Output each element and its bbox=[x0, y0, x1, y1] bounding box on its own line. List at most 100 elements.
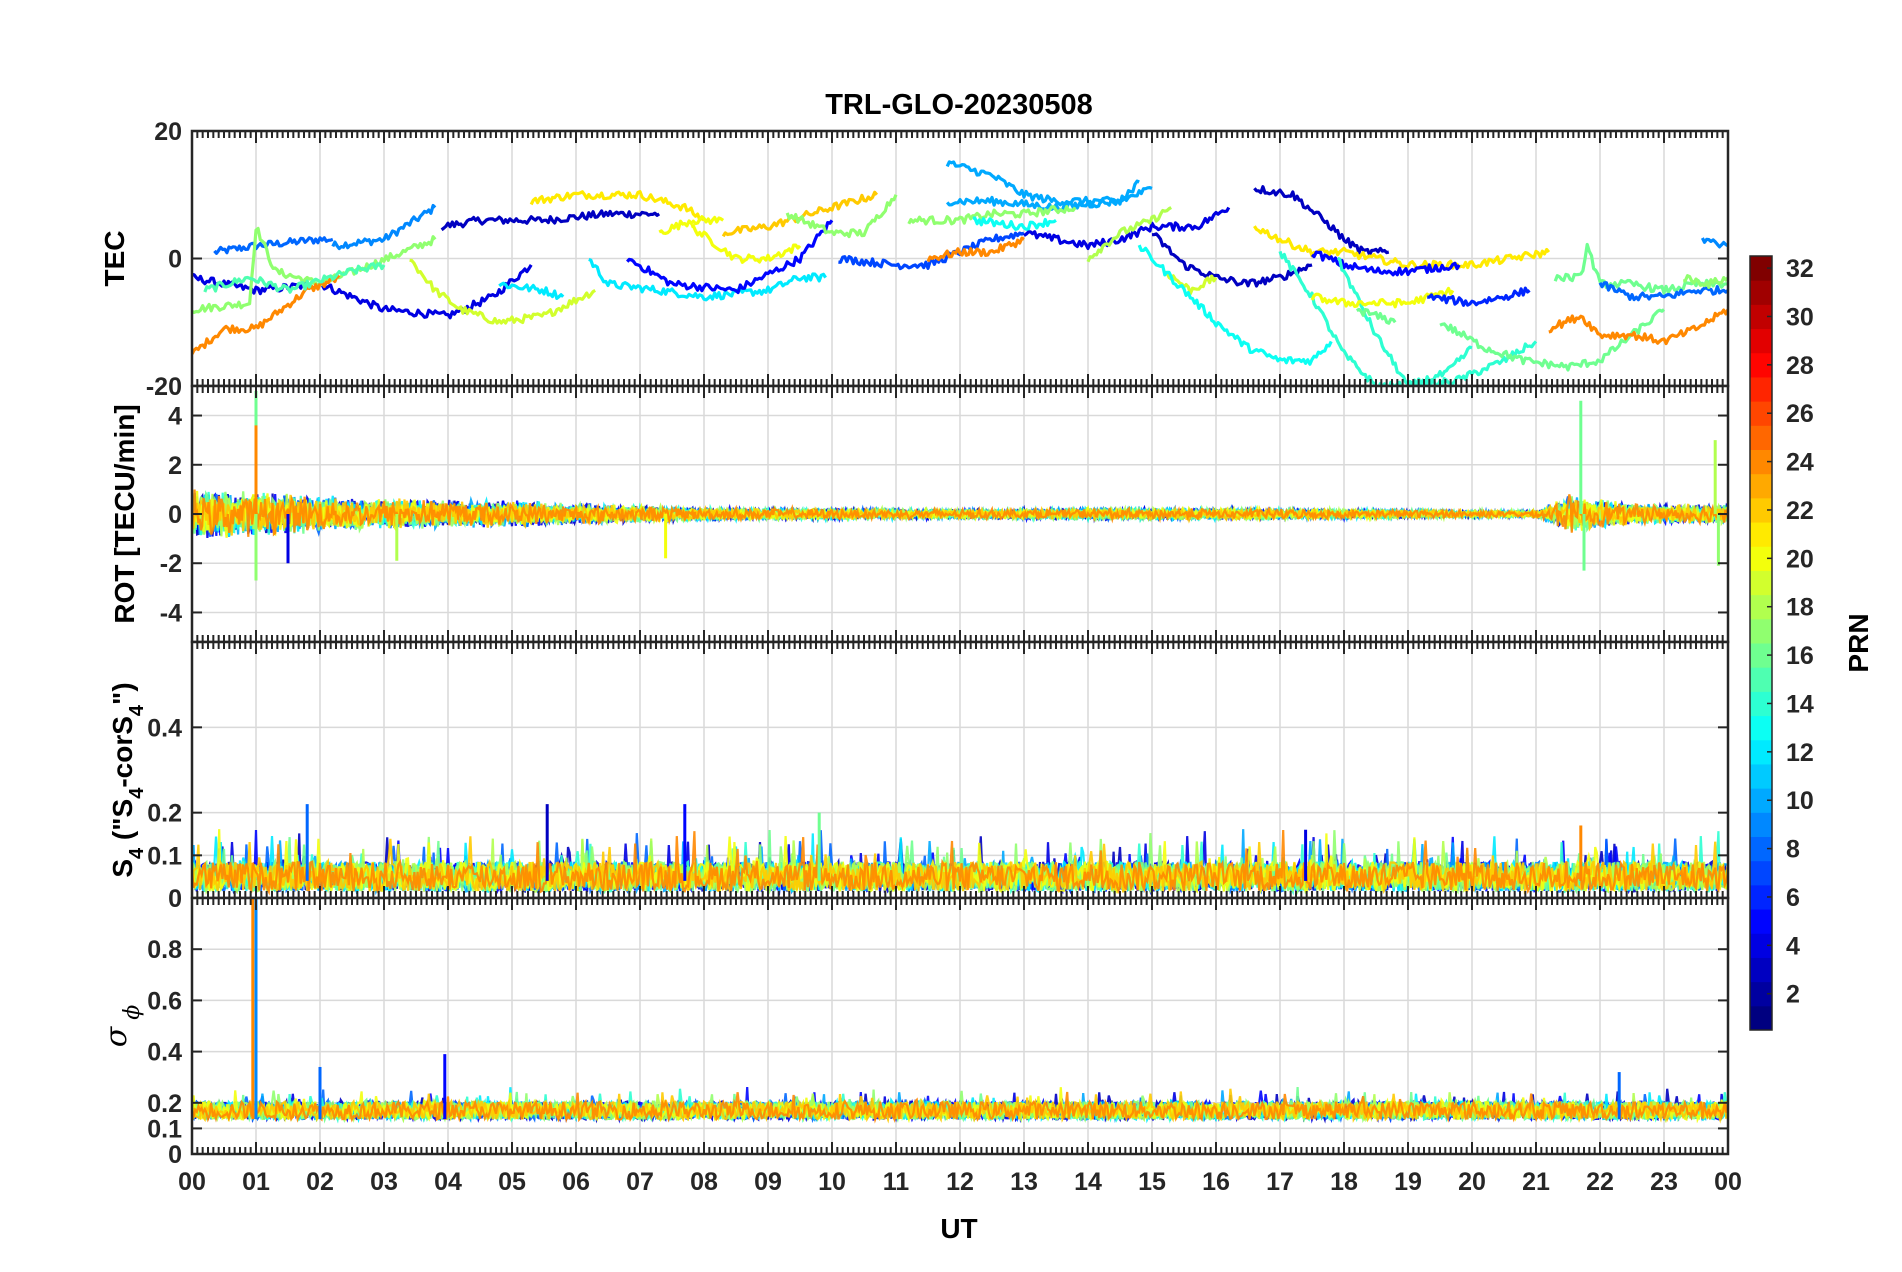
panel-sigma_phi: 00.10.2 0.4 0.6 0.8 σ ϕ 00 01 02 03 04 05 06 07 08 09 1… bbox=[99, 896, 1742, 1196]
sigma_phi-series-prn-24 bbox=[192, 1091, 1728, 1124]
colorbar-label: PRN bbox=[1843, 613, 1874, 672]
x-tick-label: 14 bbox=[1074, 1168, 1102, 1196]
colorbar-tick-label: 10 bbox=[1786, 787, 1814, 815]
x-tick-label: 00 bbox=[1714, 1168, 1742, 1196]
tec-series-prn-17 bbox=[785, 194, 898, 239]
tec-series-prn-21 bbox=[529, 190, 706, 222]
colorbar-swatch bbox=[1750, 618, 1772, 644]
colorbar-tick-label: 4 bbox=[1786, 932, 1800, 960]
tec-series-prn-18 bbox=[1086, 206, 1172, 263]
colorbar-swatch bbox=[1750, 425, 1772, 450]
colorbar-swatch bbox=[1750, 546, 1772, 571]
colorbar-frame bbox=[1749, 255, 1773, 1031]
tec-series-prn-20 bbox=[658, 215, 725, 235]
colorbar-swatch bbox=[1750, 594, 1772, 620]
label-part: σ bbox=[99, 1025, 134, 1047]
x-tick-label: 04 bbox=[434, 1168, 462, 1196]
y-tick-label: 0 bbox=[168, 246, 182, 274]
colorbar-swatch bbox=[1750, 522, 1772, 547]
colorbar-tick-label: 16 bbox=[1786, 642, 1814, 670]
tec-series-prn-8 bbox=[213, 236, 334, 255]
x-tick-label: 07 bbox=[626, 1168, 654, 1196]
colorbar-swatch bbox=[1750, 401, 1772, 426]
y-tick-label: 4 bbox=[168, 403, 182, 431]
x-tick-labels: 00 01 02 03 04 05 06 07 08 09 10 11 12 13 14 15 16 17 18 19… bbox=[178, 1168, 1742, 1196]
x-tick-label: 00 bbox=[178, 1168, 206, 1196]
label-sub: 4 bbox=[126, 847, 148, 859]
series-group bbox=[192, 390, 1728, 581]
tec-series-prn-20 bbox=[690, 224, 802, 264]
label-part: S bbox=[107, 859, 138, 878]
y-tick-label: 0.2 bbox=[147, 1090, 182, 1118]
colorbar-swatch bbox=[1750, 909, 1772, 934]
panel-rot: -4 -2 0 2 4 ROT [TECU/min] bbox=[109, 384, 1730, 644]
colorbar-tick-label: 8 bbox=[1786, 836, 1800, 864]
x-tick-label: 21 bbox=[1522, 1168, 1550, 1196]
y-ticks: -4 -2 0 2 4 bbox=[160, 403, 1728, 627]
colorbar-swatch bbox=[1750, 981, 1772, 1007]
series-group bbox=[192, 160, 1728, 386]
tec-series-prn-12 bbox=[588, 257, 827, 302]
tec-series-prn-3 bbox=[1151, 232, 1313, 288]
colorbar-swatch bbox=[1750, 739, 1772, 765]
colorbar-swatch bbox=[1750, 1005, 1772, 1031]
y-axis-label-sigma: σ ϕ bbox=[99, 1005, 145, 1047]
tec-series-prn-3 bbox=[1253, 185, 1390, 257]
tec-series-prn-17 bbox=[1683, 274, 1728, 289]
colorbar-tick-label: 22 bbox=[1786, 497, 1814, 525]
y-tick-label: 0 bbox=[168, 501, 182, 529]
y-tick-label: -4 bbox=[160, 599, 182, 627]
tec-series-prn-17 bbox=[192, 226, 437, 314]
tec-series-prn-4 bbox=[192, 264, 533, 320]
y-tick-label: -20 bbox=[146, 373, 182, 401]
colorbar-tick-label: 32 bbox=[1786, 255, 1814, 283]
y-axis-label-rot: ROT [TECU/min] bbox=[109, 404, 140, 623]
x-tick-label: 19 bbox=[1394, 1168, 1422, 1196]
x-tick-label: 15 bbox=[1138, 1168, 1166, 1196]
tec-series-prn-5 bbox=[626, 219, 834, 295]
colorbar-swatch bbox=[1750, 643, 1772, 668]
x-tick-label: 16 bbox=[1202, 1168, 1230, 1196]
label-sub: 4 bbox=[126, 704, 148, 716]
x-ticks bbox=[191, 131, 1729, 386]
colorbar-swatch bbox=[1750, 715, 1772, 741]
colorbar-swatch bbox=[1750, 933, 1772, 958]
tec-series-prn-24 bbox=[1548, 308, 1728, 346]
chart-title: TRL-GLO-20230508 bbox=[825, 89, 1093, 121]
tec-series-prn-13 bbox=[1137, 244, 1333, 366]
tec-series-prn-4 bbox=[1023, 206, 1231, 250]
colorbar-swatch bbox=[1750, 884, 1772, 910]
y-tick-label: -2 bbox=[160, 550, 182, 578]
colorbar-swatch bbox=[1750, 376, 1772, 402]
x-tick-label: 20 bbox=[1458, 1168, 1486, 1196]
label-part: ") bbox=[107, 682, 138, 705]
tec-series-prn-17 bbox=[907, 205, 1077, 226]
label-part: ("S bbox=[107, 799, 138, 848]
colorbar-swatch bbox=[1750, 328, 1772, 354]
y-tick-label: 0.1 bbox=[147, 1115, 182, 1143]
tec-series-prn-13 bbox=[972, 216, 1057, 232]
tec-series-prn-5 bbox=[1310, 250, 1461, 277]
y-tick-label: 0.1 bbox=[147, 842, 182, 870]
y-tick-label: 0.4 bbox=[147, 714, 182, 742]
colorbar-tick-label: 2 bbox=[1786, 981, 1800, 1009]
series-group bbox=[192, 898, 1728, 1124]
tec-series-prn-6 bbox=[1427, 286, 1531, 307]
y-axis-label-tec: TEC bbox=[99, 231, 130, 287]
tec-series-prn-8 bbox=[1598, 281, 1728, 302]
colorbar-swatch bbox=[1750, 836, 1772, 862]
x-tick-label: 13 bbox=[1010, 1168, 1038, 1196]
x-tick-label: 01 bbox=[242, 1168, 270, 1196]
y-tick-label: 0.8 bbox=[147, 936, 182, 964]
tec-series-prn-16 bbox=[1355, 307, 1397, 325]
colorbar-swatch bbox=[1750, 280, 1772, 305]
tec-series-prn-24 bbox=[192, 274, 341, 355]
colorbar-tick-label: 20 bbox=[1786, 545, 1814, 573]
y-tick-label: 0 bbox=[168, 1141, 182, 1169]
y-tick-label: 0.6 bbox=[147, 987, 182, 1015]
colorbar-swatch bbox=[1750, 449, 1772, 475]
x-tick-label: 02 bbox=[306, 1168, 334, 1196]
